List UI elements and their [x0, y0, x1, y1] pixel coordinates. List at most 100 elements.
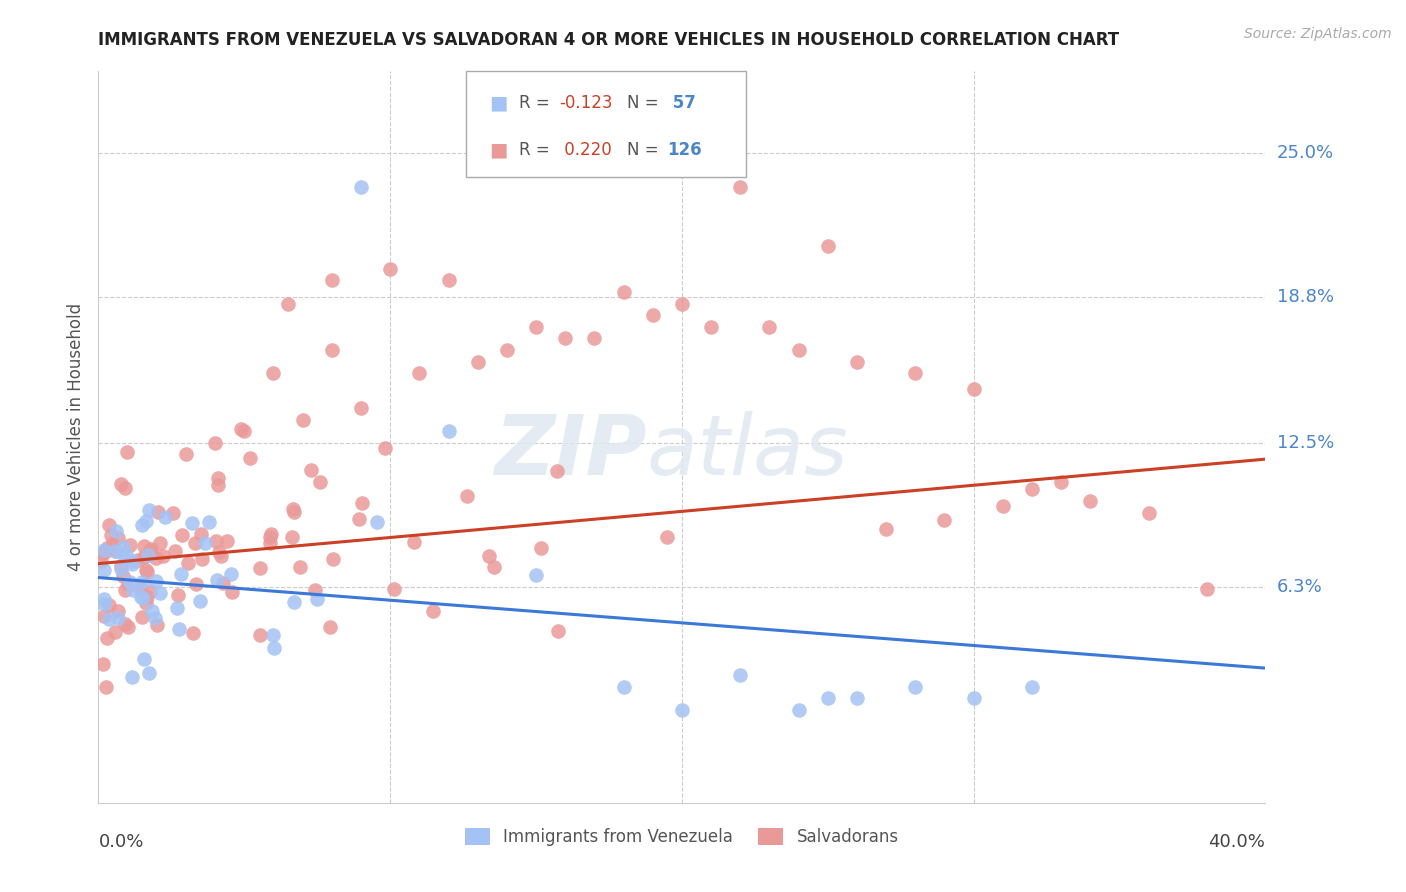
- Point: [118, 538, 141, 552]
- Point: [132, 550, 155, 565]
- Point: [277, 296, 299, 310]
- Point: [319, 620, 342, 634]
- Point: [530, 541, 553, 556]
- Point: [111, 546, 134, 560]
- Point: [260, 526, 283, 541]
- Point: [262, 627, 284, 641]
- Text: 18.8%: 18.8%: [1277, 287, 1333, 306]
- Text: -0.123: -0.123: [560, 94, 613, 112]
- Point: [290, 559, 312, 574]
- Point: [96, 680, 118, 694]
- Point: [1195, 582, 1218, 597]
- Point: [846, 691, 869, 706]
- Point: [554, 331, 576, 345]
- Text: ■: ■: [489, 141, 508, 160]
- Point: [402, 535, 425, 549]
- Point: [135, 563, 157, 577]
- Point: [233, 424, 256, 438]
- Point: [188, 593, 211, 607]
- Point: [204, 436, 226, 450]
- Point: [962, 691, 984, 706]
- Point: [239, 450, 262, 465]
- Point: [524, 319, 547, 334]
- Point: [149, 586, 172, 600]
- Text: 126: 126: [666, 141, 702, 160]
- Text: 12.5%: 12.5%: [1277, 434, 1334, 452]
- Point: [259, 536, 281, 550]
- Point: [437, 273, 460, 287]
- Point: [110, 559, 132, 574]
- Point: [194, 536, 217, 550]
- Point: [184, 576, 207, 591]
- Point: [524, 568, 547, 582]
- Point: [422, 604, 444, 618]
- Point: [91, 657, 114, 671]
- Point: [249, 628, 271, 642]
- Point: [96, 631, 118, 645]
- Point: [170, 567, 193, 582]
- Point: [104, 544, 127, 558]
- Point: [135, 514, 157, 528]
- Point: [177, 556, 200, 570]
- Text: N =: N =: [627, 141, 664, 160]
- Point: [110, 562, 132, 576]
- Point: [121, 553, 143, 567]
- Point: [139, 583, 162, 598]
- Point: [875, 522, 897, 536]
- Point: [127, 553, 149, 567]
- Point: [730, 668, 752, 682]
- Point: [211, 576, 233, 591]
- Point: [380, 261, 402, 276]
- Point: [145, 550, 167, 565]
- Text: Source: ZipAtlas.com: Source: ZipAtlas.com: [1244, 27, 1392, 41]
- Point: [132, 591, 155, 606]
- Text: 0.220: 0.220: [560, 141, 612, 160]
- Point: [249, 561, 271, 575]
- Point: [321, 343, 343, 357]
- Point: [138, 665, 160, 680]
- Point: [114, 583, 136, 598]
- Point: [97, 598, 120, 612]
- Point: [141, 541, 163, 556]
- Point: [219, 567, 242, 582]
- Point: [136, 590, 159, 604]
- Text: IMMIGRANTS FROM VENEZUELA VS SALVADORAN 4 OR MORE VEHICLES IN HOUSEHOLD CORRELAT: IMMIGRANTS FROM VENEZUELA VS SALVADORAN …: [98, 31, 1119, 49]
- Point: [281, 502, 304, 516]
- Point: [221, 584, 243, 599]
- Point: [117, 619, 139, 633]
- Point: [207, 477, 229, 491]
- Point: [139, 543, 162, 558]
- Point: [103, 625, 125, 640]
- Point: [641, 308, 664, 322]
- Point: [304, 582, 326, 597]
- Point: [107, 604, 129, 618]
- Point: [349, 511, 371, 525]
- Point: [129, 590, 152, 604]
- Point: [934, 512, 956, 526]
- Point: [758, 319, 780, 334]
- Point: [700, 319, 723, 334]
- Text: 6.3%: 6.3%: [1277, 578, 1322, 596]
- Point: [131, 574, 153, 589]
- Point: [111, 569, 134, 583]
- Text: atlas: atlas: [647, 411, 849, 492]
- Point: [93, 597, 115, 611]
- Point: [149, 535, 172, 549]
- Point: [114, 481, 136, 495]
- Point: [291, 412, 314, 426]
- Text: R =: R =: [519, 141, 554, 160]
- Point: [181, 626, 204, 640]
- Point: [382, 582, 405, 596]
- Point: [190, 526, 212, 541]
- Point: [131, 517, 153, 532]
- Point: [408, 366, 430, 380]
- Point: [114, 616, 136, 631]
- Point: [817, 238, 839, 252]
- Point: [215, 533, 238, 548]
- Point: [93, 543, 115, 558]
- Text: 40.0%: 40.0%: [1209, 833, 1265, 851]
- Text: R =: R =: [519, 94, 554, 112]
- Text: ZIP: ZIP: [495, 411, 647, 492]
- Point: [143, 610, 166, 624]
- Point: [93, 545, 115, 559]
